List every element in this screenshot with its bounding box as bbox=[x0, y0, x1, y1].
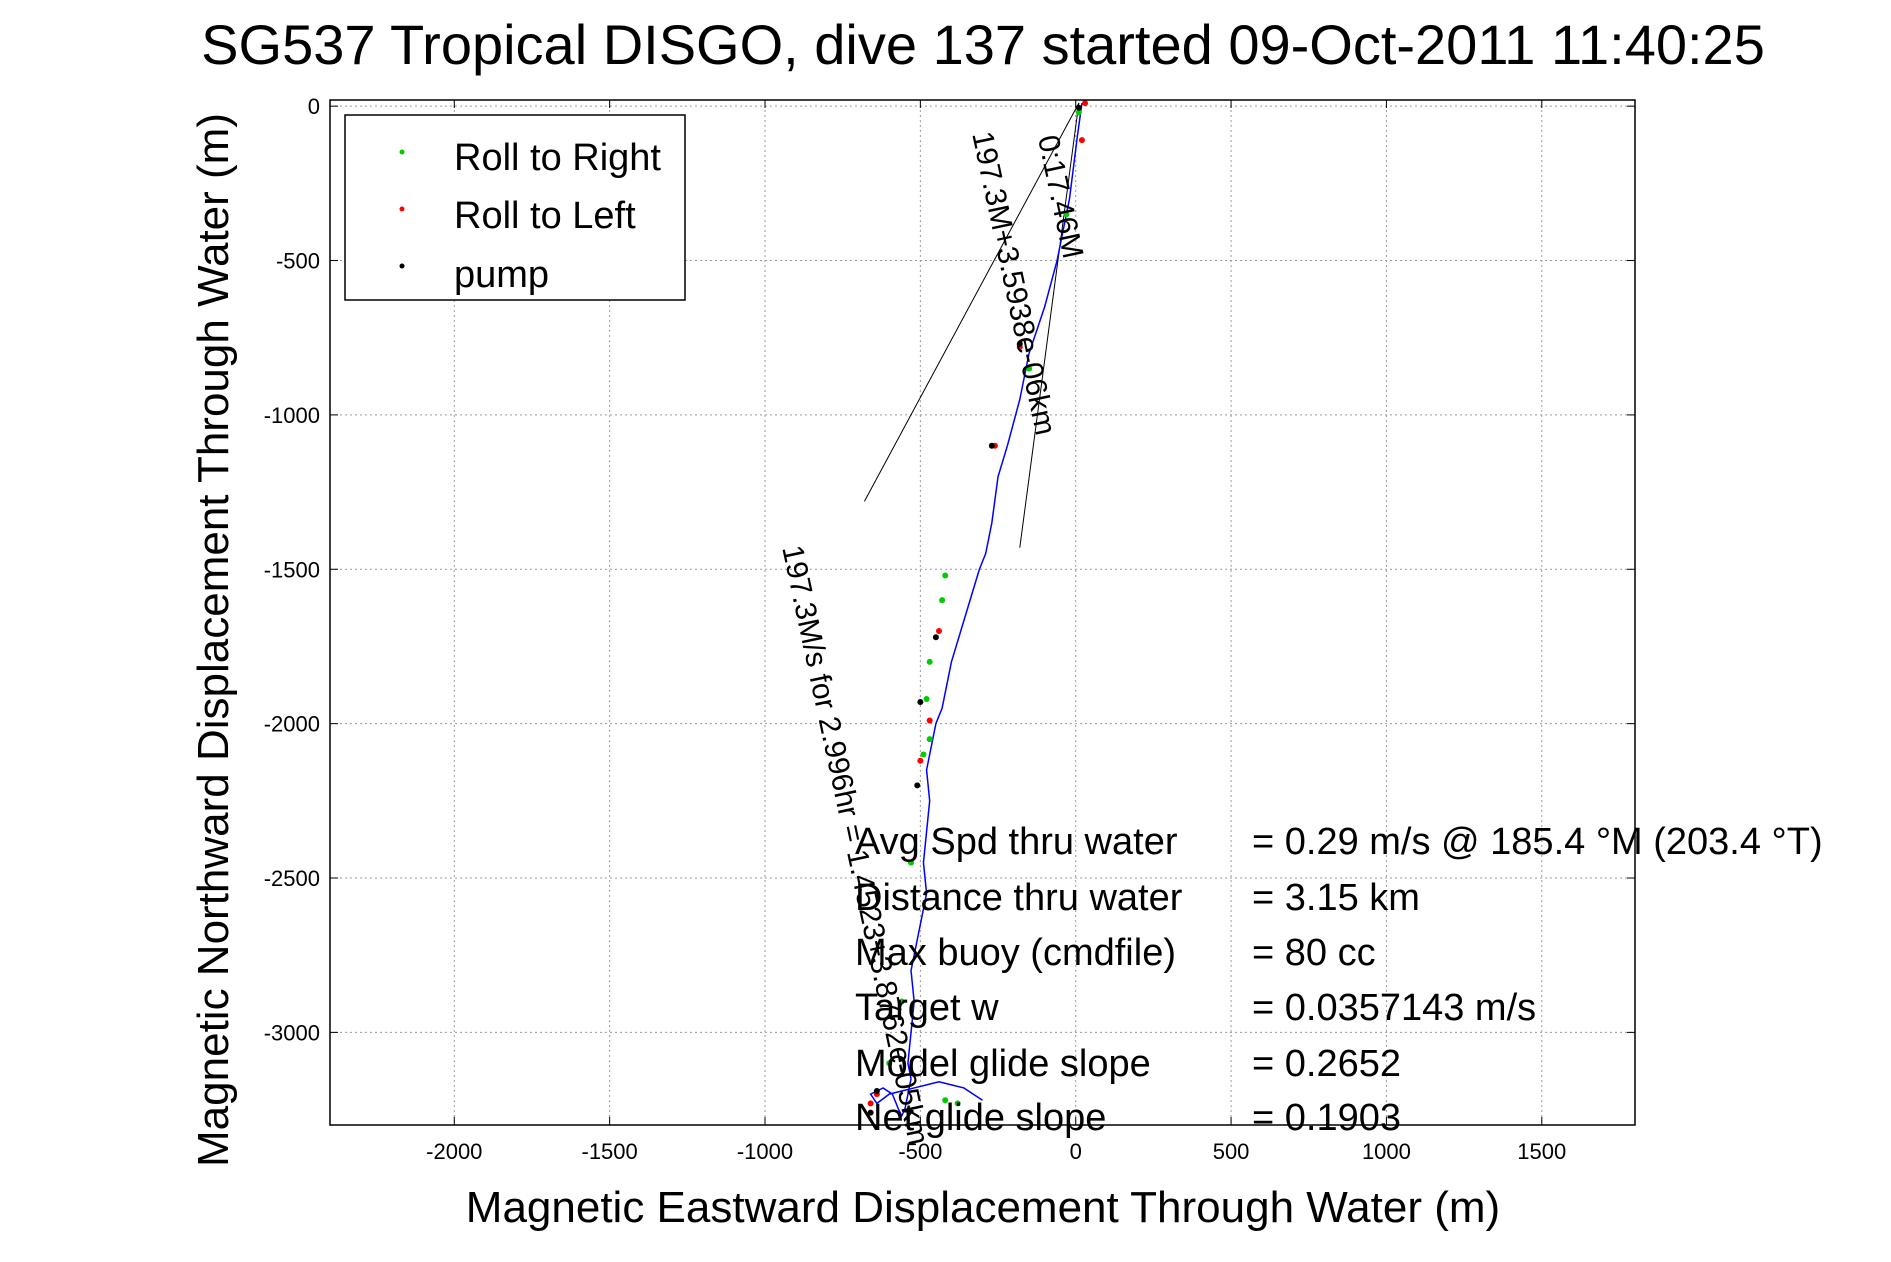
stat-max-buoy-label: Max buoy (cmdfile) bbox=[855, 932, 1176, 974]
legend-roll-right-marker bbox=[399, 149, 405, 155]
legend-roll-right-label: Roll to Right bbox=[454, 137, 661, 179]
pump-point bbox=[988, 442, 995, 449]
roll-right-point bbox=[954, 1100, 961, 1107]
legend-roll-left-marker bbox=[399, 206, 405, 212]
stat-target-w-value: = 0.0357143 m/s bbox=[1252, 987, 1536, 1029]
bearing-line bbox=[1019, 103, 1080, 548]
axis-ticks: -2000 -1500 -1000 -500 0 500 1000 1500 0 -500 -100… bbox=[264, 94, 1635, 1164]
stat-avg-spd-value: = 0.29 m/s @ 185.4 °M (203.4 °T) bbox=[1252, 821, 1823, 863]
pump-point bbox=[873, 1088, 880, 1095]
x-tick-label: -500 bbox=[898, 1139, 942, 1164]
x-tick-label: 500 bbox=[1213, 1139, 1250, 1164]
stat-max-buoy-value: = 80 cc bbox=[1252, 932, 1376, 974]
legend-pump-label: pump bbox=[454, 254, 549, 296]
stat-model-glide-value: = 0.2652 bbox=[1252, 1043, 1401, 1085]
stat-avg-spd-label: Avg Spd thru water bbox=[855, 821, 1178, 863]
roll-right-point bbox=[908, 859, 915, 866]
roll-right-point bbox=[926, 736, 933, 743]
roll-left-point bbox=[936, 628, 942, 635]
stat-target-w-label: Target w bbox=[855, 987, 999, 1029]
x-tick-label: 1000 bbox=[1362, 1139, 1411, 1164]
roll-markers bbox=[867, 100, 1089, 1116]
roll-right-point bbox=[920, 751, 927, 758]
stat-net-glide-label: Net glide slope bbox=[855, 1097, 1106, 1139]
stat-distance-value: = 3.15 km bbox=[1252, 877, 1420, 919]
pump-point bbox=[1016, 340, 1023, 347]
x-tick-label: -2000 bbox=[426, 1139, 482, 1164]
x-tick-label: 0 bbox=[1070, 1139, 1082, 1164]
y-tick-label: -1500 bbox=[264, 557, 320, 582]
pump-point bbox=[914, 782, 921, 789]
x-tick-label: -1000 bbox=[737, 1139, 793, 1164]
roll-right-point bbox=[1063, 211, 1070, 218]
pump-point bbox=[917, 699, 924, 706]
y-tick-label: -2000 bbox=[264, 712, 320, 737]
legend-pump-marker bbox=[399, 263, 405, 269]
bearing-line bbox=[863, 102, 1080, 502]
roll-left-point bbox=[917, 757, 924, 764]
roll-right-point bbox=[898, 998, 905, 1005]
roll-right-point bbox=[926, 658, 933, 665]
track-series bbox=[869, 102, 1083, 1118]
legend: Roll to Right Roll to Left pump bbox=[344, 114, 686, 301]
x-tick-label: 1500 bbox=[1517, 1139, 1566, 1164]
roll-right-point bbox=[939, 597, 946, 604]
chart-title: SG537 Tropical DISGO, dive 137 started 0… bbox=[201, 13, 1765, 76]
y-tick-label: -3000 bbox=[264, 1020, 320, 1045]
stat-distance-label: Distance thru water bbox=[855, 877, 1183, 919]
stat-model-glide-label: Model glide slope bbox=[855, 1043, 1151, 1085]
x-axis-label: Magnetic Eastward Displacement Through W… bbox=[466, 1183, 1500, 1232]
legend-roll-left-label: Roll to Left bbox=[454, 195, 636, 237]
roll-right-point bbox=[942, 1097, 949, 1104]
roll-right-point bbox=[923, 695, 930, 702]
roll-right-point bbox=[1026, 365, 1033, 372]
axes-frame bbox=[329, 99, 1636, 1126]
bearing-lines bbox=[863, 102, 1080, 548]
y-axis-label: Magnetic Northward Displacement Through … bbox=[189, 113, 238, 1167]
stats-block: Avg Spd thru water = 0.29 m/s @ 185.4 °M… bbox=[855, 821, 1823, 1139]
roll-right-point bbox=[1075, 109, 1082, 116]
roll-right-point bbox=[942, 572, 949, 579]
stat-net-glide-value: = 0.1903 bbox=[1252, 1097, 1401, 1139]
x-tick-label: -1500 bbox=[582, 1139, 638, 1164]
roll-left-point bbox=[1082, 100, 1089, 107]
roll-left-point bbox=[1078, 137, 1085, 144]
pump-point bbox=[867, 1109, 874, 1116]
roll-left-point bbox=[867, 1100, 874, 1107]
y-tick-label: -2500 bbox=[264, 866, 320, 891]
y-tick-label: -500 bbox=[276, 249, 320, 274]
roll-right-point bbox=[886, 1060, 893, 1067]
track-line bbox=[869, 102, 1083, 1118]
y-tick-label: -1000 bbox=[264, 403, 320, 428]
roll-left-point bbox=[926, 717, 933, 724]
pump-point bbox=[932, 634, 939, 641]
y-tick-label: 0 bbox=[308, 94, 320, 119]
pump-point bbox=[1075, 104, 1082, 111]
